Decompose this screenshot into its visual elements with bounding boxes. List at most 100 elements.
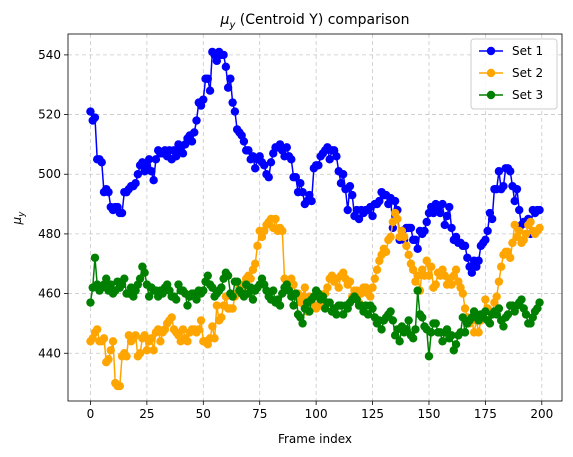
data-point-set-3 — [144, 292, 154, 301]
data-point-set-1 — [221, 62, 231, 72]
data-point-set-2 — [194, 325, 203, 334]
data-point-set-3 — [305, 307, 314, 316]
data-point-set-3 — [248, 295, 258, 304]
data-point-set-2 — [386, 232, 395, 242]
data-point-set-2 — [447, 280, 456, 289]
data-point-set-1 — [205, 86, 215, 95]
data-point-set-1 — [413, 244, 422, 254]
data-point-set-1 — [203, 74, 212, 83]
data-point-set-1 — [260, 161, 269, 170]
data-point-set-1 — [447, 223, 456, 233]
data-point-set-1 — [212, 56, 222, 66]
data-point-set-1 — [144, 155, 154, 164]
data-point-set-3 — [395, 337, 404, 346]
data-point-set-2 — [212, 301, 222, 310]
data-point-set-3 — [494, 304, 504, 313]
data-point-set-3 — [223, 271, 233, 280]
data-point-set-3 — [458, 313, 468, 322]
data-point-set-2 — [246, 274, 255, 283]
data-point-set-2 — [115, 381, 124, 391]
data-point-set-1 — [307, 196, 316, 206]
y-tick-label: 460 — [38, 287, 61, 301]
x-tick-label: 125 — [361, 407, 384, 421]
data-point-set-2 — [131, 331, 140, 340]
data-point-set-1 — [388, 223, 398, 233]
data-point-set-3 — [232, 277, 242, 286]
data-point-set-2 — [508, 238, 517, 248]
data-point-set-1 — [481, 235, 490, 245]
data-point-set-1 — [325, 155, 334, 164]
data-point-set-2 — [526, 217, 535, 227]
data-point-set-2 — [142, 346, 152, 355]
data-point-set-2 — [399, 232, 409, 242]
data-point-set-1 — [463, 253, 472, 262]
data-point-set-3 — [386, 307, 395, 316]
y-tick-label: 480 — [38, 227, 61, 241]
data-point-set-2 — [521, 229, 531, 239]
data-point-set-3 — [427, 328, 436, 337]
data-point-set-1 — [264, 173, 273, 182]
legend-label: Set 3 — [512, 88, 543, 102]
series-set-3 — [86, 253, 544, 361]
data-point-set-2 — [149, 346, 158, 355]
data-point-set-2 — [140, 331, 149, 340]
data-point-set-3 — [339, 310, 348, 319]
data-point-set-3 — [503, 310, 513, 319]
data-point-set-3 — [135, 274, 145, 283]
data-point-set-2 — [99, 334, 109, 343]
data-point-set-2 — [106, 346, 115, 355]
data-point-set-3 — [325, 298, 334, 307]
data-point-set-1 — [192, 116, 201, 125]
data-point-set-3 — [318, 292, 328, 301]
data-point-set-3 — [363, 310, 373, 319]
title-text: (Centroid Y) comparison — [235, 12, 409, 28]
data-point-set-3 — [86, 298, 95, 307]
data-point-set-2 — [535, 223, 544, 233]
x-tick-label: 200 — [530, 407, 553, 421]
data-point-set-3 — [438, 337, 447, 346]
x-tick-label: 75 — [252, 407, 267, 421]
data-point-set-2 — [381, 247, 391, 257]
x-tick-label: 50 — [196, 407, 211, 421]
x-tick-label: 100 — [305, 407, 328, 421]
x-axis-label: Frame index — [278, 432, 352, 446]
data-point-set-1 — [332, 152, 341, 161]
data-point-set-3 — [535, 298, 544, 307]
ylabel-subscript: y — [17, 211, 27, 218]
data-point-set-1 — [178, 149, 188, 158]
data-point-set-1 — [244, 146, 253, 155]
data-point-set-2 — [510, 220, 519, 230]
data-point-set-1 — [86, 107, 95, 116]
y-tick-label: 440 — [38, 346, 61, 360]
data-point-set-1 — [266, 158, 276, 167]
data-point-set-1 — [512, 184, 522, 194]
data-point-set-1 — [187, 137, 197, 146]
data-point-set-3 — [413, 286, 422, 295]
legend-entry-set-2: Set 2 — [479, 66, 543, 80]
data-point-set-1 — [219, 50, 228, 60]
data-point-set-2 — [135, 349, 145, 358]
legend-label: Set 1 — [512, 44, 543, 58]
data-point-set-3 — [106, 280, 115, 289]
data-point-set-1 — [445, 202, 454, 212]
data-point-set-1 — [104, 187, 113, 197]
data-point-set-3 — [332, 310, 341, 319]
data-point-set-1 — [483, 226, 492, 236]
data-point-set-2 — [210, 334, 219, 343]
data-point-set-1 — [151, 155, 161, 164]
legend-marker — [486, 90, 496, 100]
data-point-set-3 — [183, 301, 192, 310]
data-point-set-2 — [208, 322, 217, 331]
data-point-set-1 — [420, 226, 429, 236]
y-axis-label: μy — [10, 211, 27, 226]
data-point-set-2 — [424, 271, 434, 280]
data-point-set-1 — [535, 205, 544, 215]
data-point-set-1 — [298, 187, 307, 197]
x-tick-label: 150 — [418, 407, 441, 421]
data-point-set-2 — [422, 256, 431, 265]
data-point-set-1 — [314, 161, 323, 170]
legend-marker — [486, 46, 496, 56]
data-point-set-3 — [120, 274, 129, 283]
legend-entry-set-3: Set 3 — [479, 88, 543, 102]
data-point-set-1 — [515, 205, 524, 215]
